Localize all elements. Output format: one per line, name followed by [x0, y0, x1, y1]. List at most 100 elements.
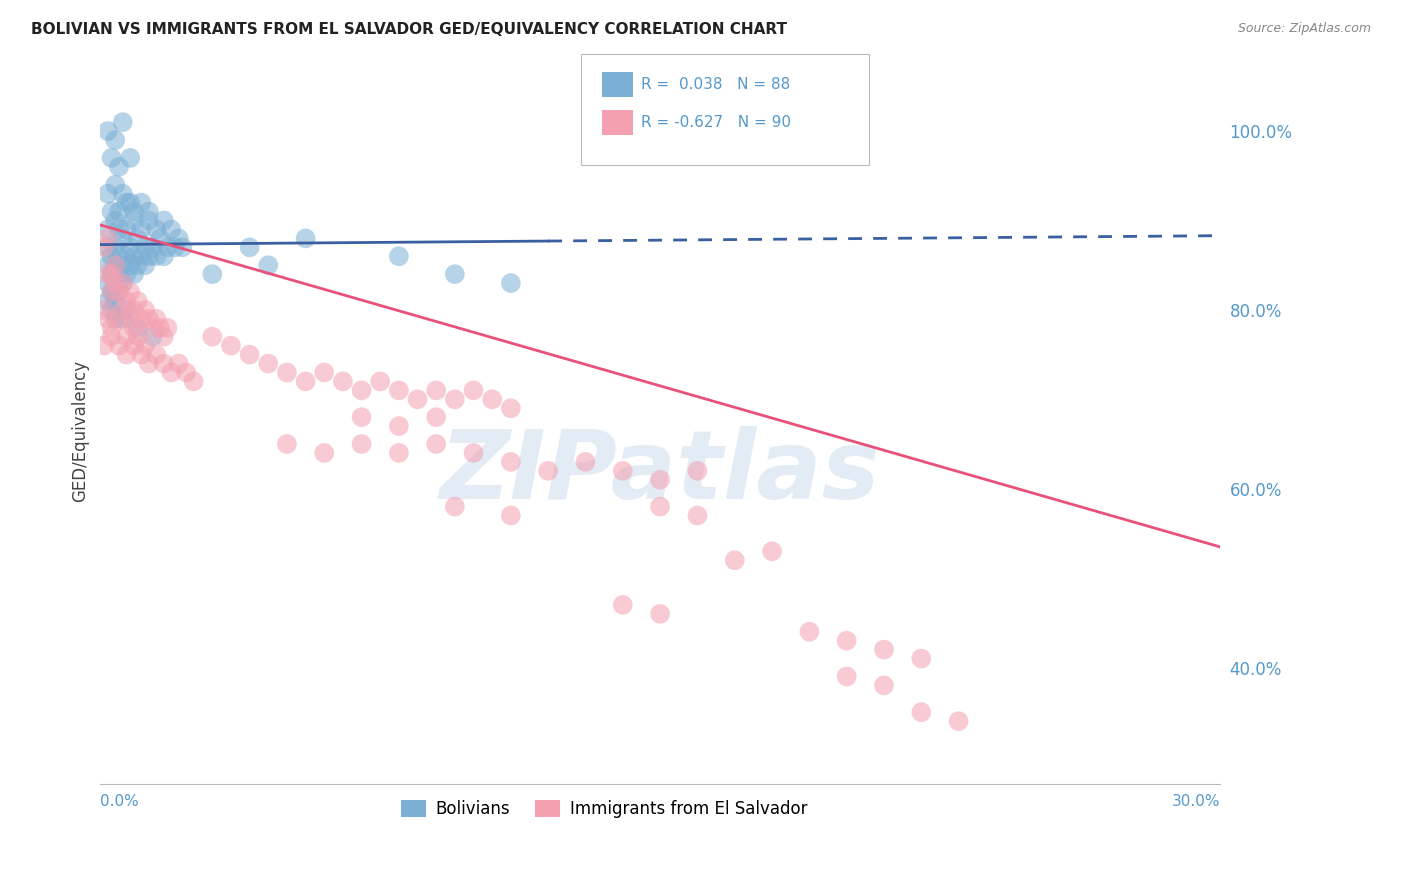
Point: [201, 329, 224, 343]
Point: [350, 410, 373, 425]
Point: [167, 357, 190, 371]
Point: [201, 267, 224, 281]
Point: [444, 267, 467, 281]
Point: [138, 204, 160, 219]
Point: [724, 553, 747, 567]
Point: [104, 133, 127, 147]
Text: R =  0.038   N = 88: R = 0.038 N = 88: [641, 78, 790, 92]
Point: [115, 348, 138, 362]
Point: [239, 240, 262, 254]
Point: [131, 348, 153, 362]
Point: [97, 293, 120, 308]
Point: [425, 410, 447, 425]
Point: [134, 339, 156, 353]
Point: [115, 302, 138, 317]
Point: [145, 348, 167, 362]
Point: [111, 311, 134, 326]
Point: [100, 151, 122, 165]
Legend: Bolivians, Immigrants from El Salvador: Bolivians, Immigrants from El Salvador: [394, 793, 814, 825]
Point: [138, 357, 160, 371]
Point: [100, 329, 122, 343]
Point: [122, 320, 145, 334]
Point: [350, 384, 373, 398]
Point: [910, 651, 932, 665]
Point: [294, 375, 316, 389]
Point: [388, 249, 411, 263]
Point: [115, 222, 138, 236]
Point: [799, 624, 821, 639]
Point: [276, 366, 298, 380]
Point: [131, 311, 153, 326]
Point: [910, 705, 932, 719]
Point: [239, 348, 262, 362]
Point: [115, 329, 138, 343]
Point: [686, 464, 709, 478]
Point: [174, 366, 197, 380]
Point: [97, 222, 120, 236]
Point: [100, 267, 122, 281]
Point: [648, 607, 671, 621]
Point: [134, 240, 156, 254]
Point: [100, 285, 122, 299]
Point: [97, 231, 120, 245]
Point: [104, 276, 127, 290]
Point: [873, 642, 896, 657]
Point: [183, 375, 205, 389]
Point: [463, 446, 485, 460]
Text: Source: ZipAtlas.com: Source: ZipAtlas.com: [1237, 22, 1371, 36]
Point: [108, 222, 131, 236]
Point: [108, 204, 131, 219]
Point: [648, 500, 671, 514]
Point: [104, 276, 127, 290]
Point: [111, 231, 134, 245]
Point: [111, 115, 134, 129]
Point: [127, 329, 149, 343]
Point: [122, 213, 145, 227]
Point: [163, 240, 186, 254]
Point: [100, 302, 122, 317]
Point: [131, 222, 153, 236]
Point: [444, 500, 467, 514]
Point: [104, 178, 127, 192]
Point: [138, 249, 160, 263]
Point: [115, 293, 138, 308]
Point: [120, 258, 142, 272]
Point: [332, 375, 354, 389]
Point: [122, 249, 145, 263]
Point: [104, 258, 127, 272]
Point: [444, 392, 467, 407]
Point: [127, 231, 149, 245]
Point: [97, 258, 120, 272]
Point: [149, 231, 172, 245]
Point: [127, 293, 149, 308]
Point: [104, 311, 127, 326]
Point: [463, 384, 485, 398]
Point: [111, 276, 134, 290]
Point: [167, 231, 190, 245]
Point: [97, 267, 120, 281]
Point: [97, 124, 120, 138]
Point: [108, 285, 131, 299]
Point: [686, 508, 709, 523]
Point: [350, 437, 373, 451]
Point: [142, 320, 165, 334]
Point: [104, 258, 127, 272]
Text: R = -0.627   N = 90: R = -0.627 N = 90: [641, 115, 792, 129]
Point: [499, 401, 522, 416]
Point: [108, 339, 131, 353]
Point: [138, 213, 160, 227]
Point: [294, 231, 316, 245]
Point: [104, 213, 127, 227]
Point: [152, 249, 174, 263]
Point: [388, 384, 411, 398]
Point: [93, 302, 115, 317]
Point: [108, 285, 131, 299]
Point: [100, 267, 122, 281]
Point: [111, 302, 134, 317]
Point: [425, 437, 447, 451]
Point: [127, 320, 149, 334]
Point: [120, 151, 142, 165]
Point: [97, 311, 120, 326]
Point: [120, 240, 142, 254]
Point: [368, 375, 391, 389]
